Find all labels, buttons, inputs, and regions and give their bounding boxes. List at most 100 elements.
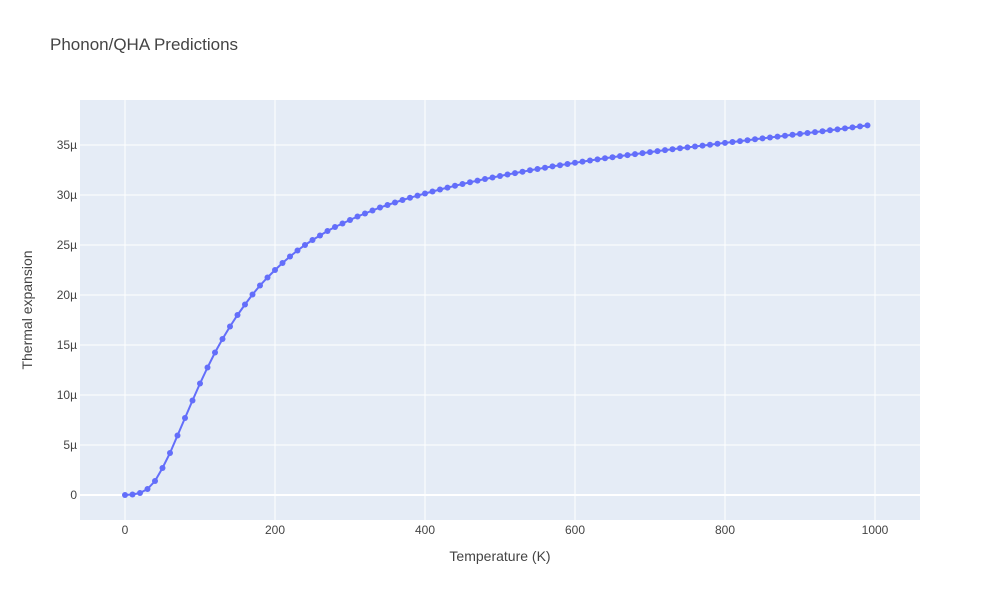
data-point[interactable]	[474, 177, 481, 184]
data-point[interactable]	[834, 126, 841, 133]
data-point[interactable]	[557, 162, 563, 169]
data-point[interactable]	[452, 182, 458, 189]
data-point[interactable]	[332, 224, 338, 230]
data-point[interactable]	[429, 188, 436, 195]
data-point[interactable]	[594, 156, 601, 163]
data-point[interactable]	[722, 139, 728, 146]
data-point[interactable]	[369, 207, 376, 214]
data-point[interactable]	[669, 146, 676, 153]
data-point[interactable]	[812, 129, 818, 136]
data-point[interactable]	[407, 194, 413, 201]
data-point[interactable]	[152, 478, 158, 484]
data-point[interactable]	[317, 232, 323, 239]
data-point[interactable]	[587, 157, 593, 164]
data-point[interactable]	[242, 301, 248, 308]
data-point[interactable]	[864, 122, 871, 129]
data-point[interactable]	[842, 125, 848, 132]
data-point[interactable]	[819, 128, 826, 135]
data-point[interactable]	[767, 134, 773, 141]
data-point[interactable]	[197, 380, 203, 387]
data-point[interactable]	[144, 486, 151, 492]
data-point[interactable]	[684, 144, 691, 151]
data-point[interactable]	[744, 137, 751, 144]
data-point[interactable]	[437, 186, 443, 193]
data-point[interactable]	[789, 131, 796, 138]
data-point[interactable]	[347, 217, 353, 223]
data-point[interactable]	[467, 179, 473, 186]
data-point[interactable]	[294, 247, 301, 254]
data-point[interactable]	[167, 450, 173, 456]
data-point[interactable]	[159, 465, 166, 471]
data-point[interactable]	[302, 242, 308, 248]
data-point[interactable]	[572, 159, 578, 166]
data-point[interactable]	[699, 142, 706, 149]
data-point[interactable]	[564, 161, 571, 167]
data-point[interactable]	[782, 132, 788, 139]
data-point[interactable]	[534, 166, 541, 172]
data-point[interactable]	[654, 148, 661, 155]
data-point[interactable]	[272, 267, 278, 273]
data-point[interactable]	[609, 154, 616, 161]
data-point[interactable]	[362, 210, 368, 217]
data-point[interactable]	[662, 147, 668, 154]
data-point[interactable]	[234, 312, 241, 318]
data-point[interactable]	[857, 123, 863, 130]
data-point[interactable]	[549, 163, 556, 170]
data-point[interactable]	[414, 192, 421, 199]
data-point[interactable]	[707, 141, 713, 148]
data-point[interactable]	[624, 152, 631, 159]
data-point[interactable]	[227, 323, 233, 330]
data-point[interactable]	[287, 253, 293, 260]
data-point[interactable]	[647, 149, 653, 156]
data-point[interactable]	[377, 204, 383, 211]
data-point[interactable]	[392, 199, 398, 206]
data-point[interactable]	[692, 143, 698, 150]
data-point[interactable]	[309, 237, 316, 243]
data-point[interactable]	[729, 139, 736, 145]
data-point[interactable]	[204, 364, 211, 371]
data-point[interactable]	[339, 220, 346, 227]
data-point[interactable]	[399, 197, 406, 203]
data-point[interactable]	[384, 202, 391, 208]
data-point[interactable]	[512, 170, 518, 177]
data-point[interactable]	[677, 145, 683, 152]
data-point[interactable]	[639, 150, 646, 157]
data-point[interactable]	[212, 349, 218, 356]
data-point[interactable]	[714, 140, 721, 147]
data-point[interactable]	[617, 153, 623, 160]
data-point[interactable]	[422, 190, 428, 197]
data-point[interactable]	[849, 124, 856, 131]
data-point[interactable]	[189, 397, 196, 404]
data-point[interactable]	[137, 490, 143, 496]
data-point[interactable]	[497, 173, 503, 179]
data-point[interactable]	[504, 171, 511, 178]
data-point[interactable]	[219, 336, 226, 342]
data-point[interactable]	[264, 274, 271, 281]
data-point[interactable]	[279, 260, 286, 266]
data-point[interactable]	[459, 181, 466, 187]
data-point[interactable]	[579, 158, 586, 165]
data-point[interactable]	[257, 282, 263, 289]
data-point[interactable]	[542, 164, 548, 171]
data-point[interactable]	[444, 184, 451, 191]
data-point[interactable]	[759, 135, 766, 142]
data-point[interactable]	[827, 127, 833, 134]
data-point[interactable]	[602, 155, 608, 162]
data-point[interactable]	[122, 492, 128, 498]
data-point[interactable]	[632, 151, 638, 158]
data-point[interactable]	[174, 432, 181, 439]
data-point[interactable]	[752, 136, 758, 143]
data-point[interactable]	[527, 167, 533, 174]
data-point[interactable]	[774, 133, 781, 140]
data-point[interactable]	[804, 130, 811, 136]
data-point[interactable]	[797, 130, 803, 137]
data-point[interactable]	[129, 491, 136, 498]
data-point[interactable]	[354, 213, 361, 220]
data-point[interactable]	[482, 176, 488, 182]
data-point[interactable]	[489, 174, 496, 181]
data-point[interactable]	[324, 228, 331, 234]
data-point[interactable]	[519, 168, 526, 175]
data-point[interactable]	[249, 291, 256, 298]
data-point[interactable]	[737, 138, 743, 145]
data-point[interactable]	[182, 415, 188, 421]
